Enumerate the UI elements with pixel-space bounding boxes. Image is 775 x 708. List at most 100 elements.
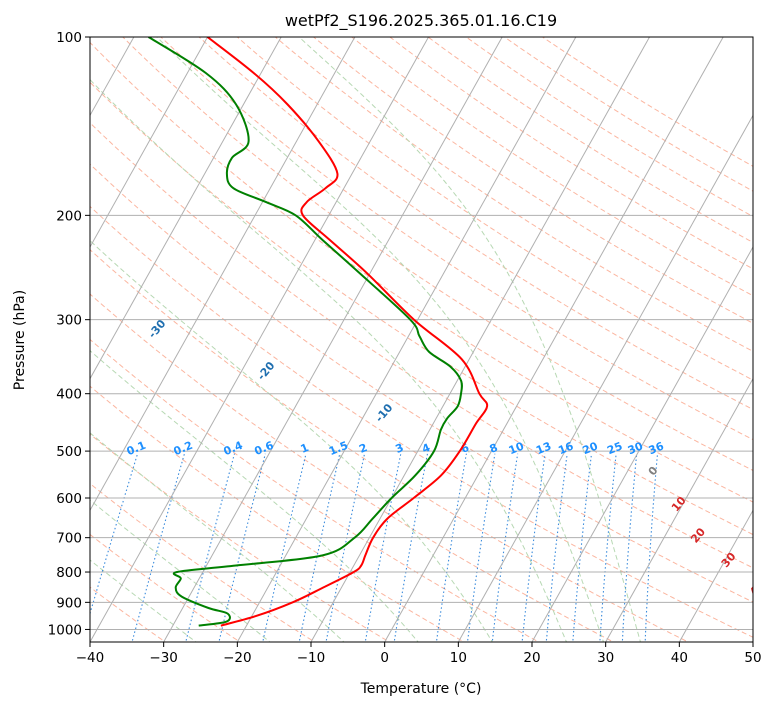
mixing-ratio-label: 25 xyxy=(605,440,624,458)
isotherm xyxy=(457,114,753,642)
mixing-ratio-line xyxy=(572,453,593,642)
moist-adiabat xyxy=(90,559,197,642)
axes: −40 −30 −20 −10 0 10 20 30 40 5010009008007006005… xyxy=(48,30,762,666)
chart-title: wetPf2_S196.2025.365.01.16.C19 xyxy=(285,11,557,31)
x-tick-label: −30 xyxy=(149,650,178,666)
isotherm xyxy=(0,24,68,645)
y-axis-title: Pressure (hPa) xyxy=(12,290,28,390)
mixing-ratio-label: 30 xyxy=(626,439,645,457)
moist-adiabat xyxy=(156,37,605,642)
moist-adiabat xyxy=(90,432,345,642)
x-tick-label: −10 xyxy=(297,650,326,666)
mixing-ratio-line xyxy=(621,453,638,642)
moist-adiabat-label: 40 xyxy=(747,578,767,598)
dry-adiabat xyxy=(312,37,753,324)
y-tick-label: 700 xyxy=(56,531,82,547)
x-tick-label: 10 xyxy=(450,650,467,666)
dry-adiabat xyxy=(90,249,690,642)
dry-adiabat xyxy=(90,163,753,603)
mixing-ratio-line xyxy=(521,453,546,642)
y-tick-label: 900 xyxy=(56,595,82,611)
isotherm xyxy=(90,37,282,380)
dry-adiabat xyxy=(90,385,466,642)
dry-adiabat xyxy=(90,533,241,642)
dry-adiabat xyxy=(541,37,753,167)
moist-adiabat xyxy=(298,37,642,642)
dry-adiabat xyxy=(90,293,615,642)
mixing-ratio-label: 0.4 xyxy=(222,439,245,458)
dry-adiabat xyxy=(90,81,753,536)
mixing-ratio-label: 36 xyxy=(647,439,666,457)
x-tick-label: 30 xyxy=(597,650,614,666)
mixing-ratio-line xyxy=(90,453,139,616)
mixing-ratio-line xyxy=(262,453,307,642)
x-tick-label: −40 xyxy=(76,650,105,666)
mixing-ratio-line xyxy=(298,453,341,642)
moist-adiabat-label: 0 xyxy=(646,464,661,478)
isotherm xyxy=(752,640,753,642)
mixing-ratio-line xyxy=(185,453,236,642)
dry-adiabat-label: -20 xyxy=(255,359,278,383)
dry-adiabat xyxy=(198,37,753,411)
x-tick-label: 50 xyxy=(744,650,761,666)
mixing-ratio-label: 2 xyxy=(357,441,369,456)
dry-adiabat-label: -10 xyxy=(373,401,396,425)
dry-adiabat xyxy=(90,122,753,569)
y-tick-label: 400 xyxy=(56,387,82,403)
mixing-ratio-line xyxy=(545,453,568,642)
isotherm xyxy=(90,37,430,642)
moist-adiabat xyxy=(90,78,568,642)
moist-adiabat-label: 10 xyxy=(669,494,689,514)
x-tick-label: 0 xyxy=(380,650,389,666)
y-tick-label: 500 xyxy=(56,444,82,460)
mixing-ratio-label: 16 xyxy=(556,439,575,457)
mixing-ratio-label: 13 xyxy=(534,440,553,458)
mixing-ratio-line xyxy=(466,453,496,642)
mixing-ratio-label: 0.6 xyxy=(253,439,276,458)
plot-frame xyxy=(89,36,754,643)
moist-adiabat xyxy=(90,499,271,642)
sounding-series xyxy=(148,37,489,627)
y-tick-label: 600 xyxy=(56,491,82,507)
x-tick-label: −20 xyxy=(223,650,252,666)
isotherm xyxy=(678,509,753,642)
mixing-ratio-label: 3 xyxy=(394,441,406,456)
y-tick-label: 200 xyxy=(56,208,82,224)
mixing-ratio-line xyxy=(325,453,366,642)
dry-adiabat xyxy=(350,37,753,297)
mixing-ratio-line xyxy=(364,453,402,642)
dry-adiabat xyxy=(274,37,753,352)
y-tick-label: 300 xyxy=(56,313,82,329)
mixing-ratio-label: 20 xyxy=(581,439,600,457)
dry-adiabat xyxy=(90,338,540,642)
moist-adiabat-label: 20 xyxy=(688,525,708,545)
isotherm xyxy=(163,37,503,642)
x-axis-title: Temperature (°C) xyxy=(360,681,482,697)
dry-adiabat xyxy=(465,37,753,218)
mixing-ratio-label: 1.5 xyxy=(327,439,350,458)
moist-adiabat xyxy=(90,350,419,642)
isotherm xyxy=(236,37,577,642)
mixing-ratio-line xyxy=(435,453,467,642)
isotherm xyxy=(531,246,753,642)
isotherm xyxy=(605,377,753,642)
isotherm xyxy=(90,37,356,512)
background-grid xyxy=(0,24,753,645)
isotherm xyxy=(310,37,651,642)
dry-adiabat xyxy=(90,41,753,503)
mixing-ratio-label: 4 xyxy=(420,441,432,456)
mixing-ratio-line xyxy=(131,453,186,642)
mixing-ratio-label: 1 xyxy=(299,441,311,456)
isotherm xyxy=(384,37,724,642)
x-tick-label: 40 xyxy=(671,650,688,666)
dewpoint-profile-line xyxy=(148,37,463,627)
dry-adiabat xyxy=(90,482,316,642)
y-tick-label: 800 xyxy=(56,565,82,581)
isotherm xyxy=(90,37,209,249)
mixing-ratio-label: 8 xyxy=(488,441,500,456)
dry-adiabat xyxy=(236,37,753,381)
mixing-ratio-label: 0.2 xyxy=(172,439,195,458)
y-tick-label: 100 xyxy=(56,30,82,46)
y-tick-label: 1000 xyxy=(48,622,82,638)
dry-adiabat xyxy=(160,37,753,441)
